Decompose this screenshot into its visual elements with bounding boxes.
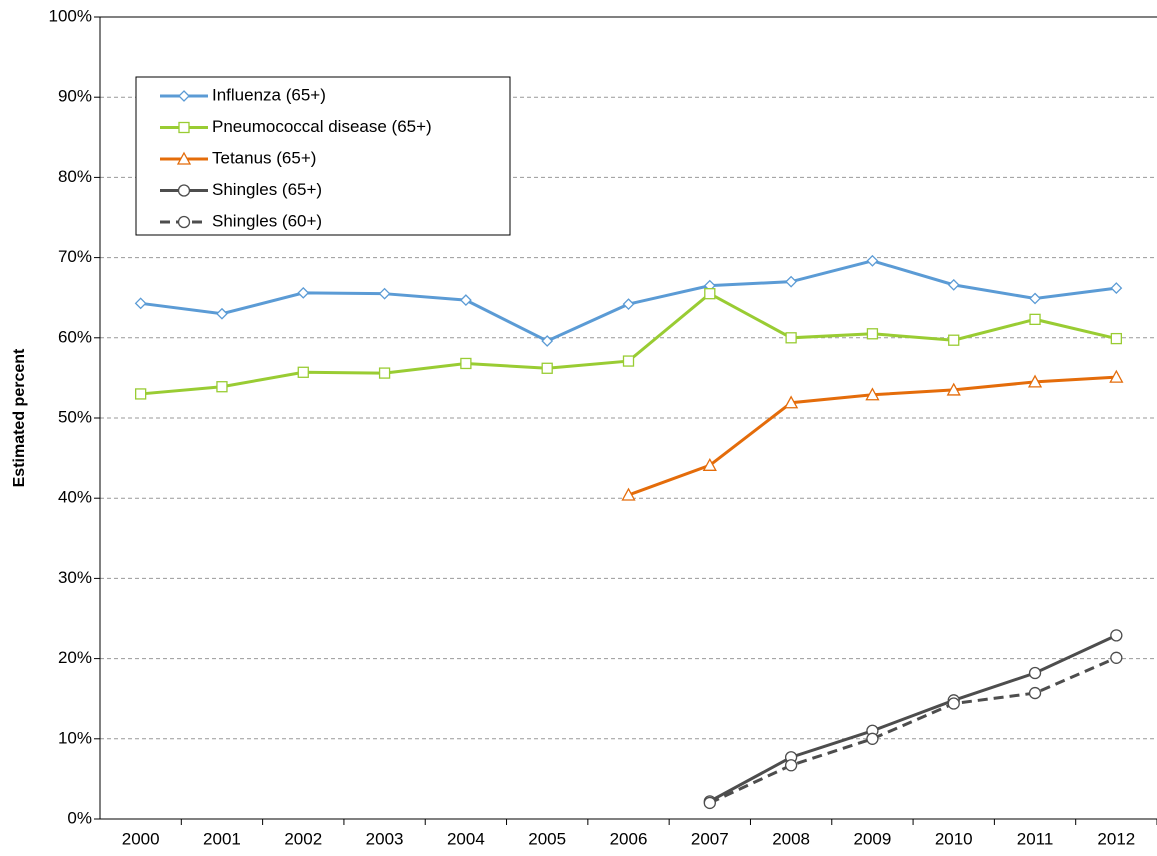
- marker: [297, 286, 310, 299]
- marker: [216, 307, 228, 320]
- marker: [785, 332, 797, 344]
- marker: [297, 366, 309, 378]
- marker: [378, 287, 391, 300]
- legend-label: Shingles (65+): [212, 180, 322, 199]
- marker: [622, 355, 635, 367]
- marker: [866, 254, 879, 267]
- marker: [1110, 332, 1122, 345]
- marker: [621, 487, 636, 501]
- legend-label: Tetanus (65+): [212, 148, 316, 167]
- marker: [704, 288, 716, 300]
- marker: [378, 367, 391, 379]
- marker: [1110, 282, 1123, 294]
- y-tick-label: 20%: [58, 648, 92, 667]
- marker: [784, 759, 798, 772]
- marker: [135, 388, 147, 400]
- legend-label: Influenza (65+): [212, 85, 326, 104]
- y-tick-label: 10%: [58, 728, 92, 747]
- y-tick-label: 50%: [58, 407, 92, 426]
- marker: [947, 278, 960, 291]
- marker: [460, 357, 472, 370]
- y-tick-label: 40%: [58, 488, 92, 507]
- marker: [1029, 292, 1041, 305]
- marker: [866, 732, 879, 745]
- series-line: [709, 633, 1117, 803]
- legend-label: Shingles (60+): [212, 211, 322, 230]
- x-tick-label: 2011: [1017, 829, 1054, 848]
- marker: [1027, 374, 1043, 388]
- marker: [1029, 313, 1041, 326]
- marker: [1028, 666, 1042, 680]
- x-tick-label: 2004: [447, 829, 485, 848]
- marker: [216, 381, 228, 393]
- x-tick-label: 2010: [935, 829, 973, 848]
- marker: [865, 387, 880, 401]
- marker: [946, 382, 961, 396]
- y-axis-label: Estimated percent: [11, 348, 28, 487]
- marker: [178, 90, 190, 102]
- x-tick-label: 2007: [691, 829, 729, 848]
- marker: [1110, 629, 1123, 642]
- legend-label: Pneumococcal disease (65+): [212, 117, 432, 136]
- y-tick-label: 80%: [58, 167, 92, 186]
- y-tick-label: 90%: [58, 87, 92, 106]
- marker: [177, 184, 191, 197]
- marker: [134, 297, 147, 310]
- marker: [866, 328, 879, 340]
- x-tick-label: 2009: [854, 829, 892, 848]
- marker: [948, 334, 960, 346]
- legend-box: [135, 76, 511, 236]
- marker: [784, 395, 799, 409]
- marker: [1110, 651, 1123, 664]
- y-tick-label: 100%: [49, 6, 92, 25]
- marker: [703, 796, 716, 810]
- marker: [702, 457, 717, 471]
- x-tick-label: 2006: [610, 829, 648, 848]
- series-line: [709, 656, 1117, 805]
- x-tick-label: 2002: [284, 829, 322, 848]
- x-tick-label: 2008: [772, 829, 810, 848]
- marker: [1028, 686, 1042, 700]
- marker: [541, 335, 554, 347]
- x-tick-label: 2003: [366, 829, 404, 848]
- marker: [1109, 369, 1124, 383]
- x-tick-label: 2012: [1097, 829, 1135, 848]
- x-tick-label: 2001: [203, 829, 241, 848]
- y-tick-label: 30%: [58, 568, 92, 587]
- marker: [947, 697, 960, 710]
- marker: [541, 362, 553, 374]
- marker: [459, 294, 472, 307]
- y-tick-label: 60%: [58, 327, 92, 346]
- marker: [785, 275, 798, 288]
- marker: [177, 215, 191, 229]
- marker: [178, 121, 190, 134]
- y-tick-label: 0%: [67, 808, 92, 827]
- x-tick-label: 2005: [528, 829, 566, 848]
- marker: [176, 151, 192, 165]
- marker: [622, 298, 635, 311]
- x-tick-label: 2000: [122, 829, 160, 848]
- y-tick-label: 70%: [58, 247, 92, 266]
